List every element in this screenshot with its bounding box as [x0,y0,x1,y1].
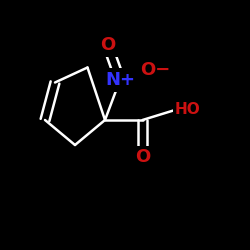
Text: O: O [135,148,150,166]
Text: O: O [100,36,115,54]
Text: O−: O− [140,61,170,79]
Text: HO: HO [175,102,201,118]
Text: N+: N+ [105,71,135,89]
